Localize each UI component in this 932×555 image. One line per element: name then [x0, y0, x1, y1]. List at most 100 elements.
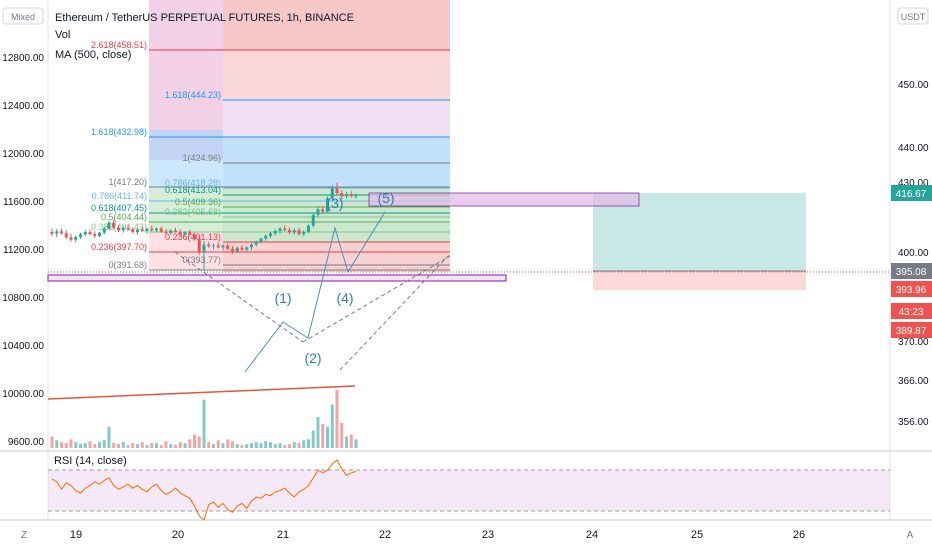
volume-bar [316, 417, 320, 448]
candle-body [340, 193, 344, 197]
volume-bar [307, 439, 310, 448]
volume-bar [335, 390, 339, 448]
right-axis-tick: 440.00 [898, 143, 929, 154]
candle-body [321, 209, 325, 212]
candle-body [136, 229, 139, 232]
candle-body [150, 228, 154, 231]
candle-body [60, 231, 63, 234]
time-axis-tick: 25 [691, 529, 703, 541]
volume-bar [93, 444, 97, 448]
left-axis-tick: 12000.00 [2, 149, 44, 160]
candle-body [245, 247, 249, 250]
right-price-axis[interactable]: 450.00 440.00 430.00 400.00 370.00 366.00 356.… [898, 80, 929, 428]
candle-body [145, 228, 149, 231]
volume-bar [79, 444, 82, 448]
long-position-tool[interactable] [593, 193, 806, 290]
candle-body [250, 244, 253, 248]
volume-bar [292, 442, 296, 448]
fib-label: 2.618(458.51) [91, 40, 147, 50]
elliott-wave-path[interactable] [244, 211, 386, 373]
volume-bar [174, 445, 177, 448]
right-axis-tick: 356.00 [898, 417, 929, 428]
candle-body [178, 232, 182, 235]
support-zone-box[interactable] [47, 274, 507, 282]
fib-level-labels: 2.618(458.51) 1.618(444.23) 1.618(432.98) 1… [91, 40, 221, 270]
candle-body [302, 232, 306, 235]
candle-body [269, 233, 272, 236]
volume-bar [169, 444, 173, 448]
zoom-reset-button[interactable]: Z [21, 530, 27, 541]
left-axis-tick: 9600.00 [8, 437, 45, 448]
currency-label: USDT [901, 12, 926, 22]
time-axis-tick: 24 [586, 529, 598, 541]
fib-label: 1(417.20) [108, 177, 147, 187]
candle-body [226, 245, 230, 249]
wave-label: (4) [336, 290, 353, 306]
volume-bar [321, 423, 325, 448]
candle-body [273, 230, 277, 234]
volume-bar [264, 441, 268, 448]
fib-label: 0.786(418.28) [165, 178, 221, 188]
fib-extension-left[interactable] [149, 0, 223, 270]
volume-bar [349, 434, 353, 448]
volume-bar [183, 443, 187, 448]
volume-bar [83, 443, 87, 448]
volume-bar [345, 436, 348, 448]
volume-bar [207, 442, 211, 448]
left-axis-tick: 12400.00 [2, 101, 44, 112]
scale-mode-button[interactable]: Mixed [2, 7, 44, 25]
fib-extension-right[interactable] [223, 0, 450, 272]
rsi-label: RSI (14, close) [54, 455, 127, 467]
price-tag-label: 43:23 [898, 307, 923, 318]
wave-label: (2) [304, 350, 321, 366]
fib-label: 0.618(413.04) [165, 185, 221, 195]
candle-body [235, 247, 239, 252]
candle-body [212, 245, 215, 247]
candle-body [292, 230, 296, 233]
volume-bar [283, 445, 287, 448]
volume-bar [273, 444, 277, 448]
candle-body [55, 231, 59, 234]
price-tag-label: 389.87 [896, 326, 927, 337]
candle-body [297, 230, 301, 235]
right-axis-tick: 366.00 [898, 376, 929, 387]
currency-button[interactable]: USDT [897, 7, 929, 25]
right-axis-tick: 450.00 [898, 80, 929, 91]
volume-bar [55, 440, 59, 448]
time-axis-tick: 20 [172, 529, 184, 541]
volume-bar [221, 443, 225, 448]
auto-scale-button[interactable]: A [907, 530, 914, 541]
time-axis-tick: 22 [379, 529, 391, 541]
candle-body [93, 234, 97, 236]
volume-bar [164, 441, 168, 448]
candle-body [202, 244, 206, 252]
candle-body [107, 222, 111, 229]
candle-body [164, 231, 168, 234]
time-axis[interactable]: 19 20 21 22 23 24 25 26 [70, 529, 805, 541]
candle-body [207, 244, 211, 247]
volume-bar [302, 440, 306, 448]
time-axis-tick: 19 [70, 529, 82, 541]
candle-body [155, 228, 158, 231]
candle-body [307, 225, 310, 232]
left-axis-tick: 10400.00 [2, 341, 44, 352]
fib-label: 0(393.77) [182, 255, 221, 265]
candle-body [216, 245, 220, 248]
volume-bar [69, 439, 73, 448]
candle-body [126, 228, 130, 230]
candle-body [64, 233, 68, 238]
resistance-zone-box[interactable] [368, 192, 640, 207]
candle-body [140, 229, 144, 231]
volume-bar [188, 439, 192, 448]
right-axis-tick: 400.00 [898, 248, 929, 259]
volume-bar [107, 426, 111, 448]
volume-bar [126, 445, 130, 448]
candle-body [231, 248, 234, 252]
left-price-axis[interactable]: 12800.00 12400.00 12000.00 11600.00 11200.00… [2, 53, 44, 448]
candle-body [335, 188, 339, 194]
volume-bar [102, 440, 106, 448]
wave-labels: (1) (2) (3) (4) (5) [274, 190, 394, 366]
fib-label: 0.382(405.68) [165, 207, 221, 217]
